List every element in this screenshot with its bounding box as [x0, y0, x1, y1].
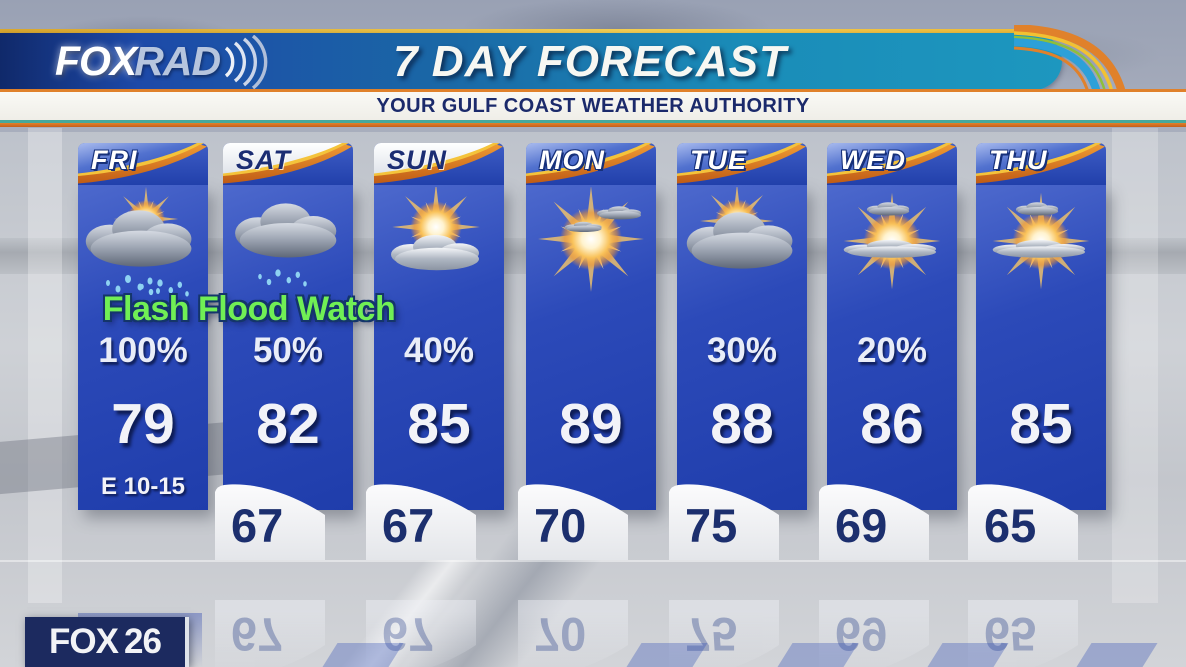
- foxrad-logo: FOX RAD: [55, 33, 274, 90]
- floor-line: [0, 560, 1186, 562]
- day-header: THU: [976, 143, 1106, 185]
- day-label: SAT: [236, 145, 291, 175]
- page-title: 7 DAY FORECAST: [393, 37, 787, 86]
- precip-chance: 40%: [403, 331, 475, 370]
- banner-gold-stripe: [0, 29, 1046, 34]
- rain-cloud-icon: [223, 187, 353, 305]
- day-label: WED: [840, 145, 906, 175]
- day-header-swoosh: [223, 143, 353, 185]
- foxrad-fox-text: FOX: [55, 38, 137, 84]
- low-panel-reflection: 67: [215, 600, 325, 667]
- partly-cloudy-icon: [374, 187, 504, 305]
- banner-teal-stripe: [0, 120, 1186, 123]
- day-header: SAT: [223, 143, 353, 185]
- day-header-swoosh: [677, 143, 807, 185]
- forecast-column-mon: MON 89 70: [526, 143, 656, 510]
- day-header-swoosh: [526, 143, 656, 185]
- radar-waves-icon: [224, 34, 268, 89]
- high-temp: 89: [559, 392, 623, 456]
- low-panel-reflection: 70: [518, 600, 628, 667]
- banner-subtitle: YOUR GULF COAST WEATHER AUTHORITY: [376, 94, 810, 117]
- precip-chance: 30%: [706, 331, 778, 370]
- high-temp: 85: [1009, 392, 1073, 456]
- forecast-column-wed: WED 20% 86 69: [827, 143, 957, 510]
- banner-orange-stripe-bottom: [0, 123, 1186, 127]
- high-temp: 88: [710, 392, 774, 456]
- day-header: SUN: [374, 143, 504, 185]
- day-header-swoosh: [374, 143, 504, 185]
- forecast-column-sat: SAT 50% 82 67: [223, 143, 353, 510]
- high-temp: 82: [256, 392, 320, 456]
- banner-end-swoosh: [1014, 25, 1128, 101]
- precip-chance: 50%: [252, 331, 324, 370]
- day-label: SUN: [387, 145, 448, 175]
- forecast-column-sun: SUN 40% 85 67: [374, 143, 504, 510]
- low-temp: 75: [685, 499, 738, 552]
- day-header: MON: [526, 143, 656, 185]
- sunny-icon: [526, 187, 656, 305]
- day-label: TUE: [690, 145, 747, 175]
- low-temp: 65: [984, 499, 1037, 552]
- day-header-swoosh: [78, 143, 208, 185]
- low-temp: 69: [835, 499, 888, 552]
- flash-flood-watch-alert: Flash Flood Watch: [102, 290, 396, 328]
- precip-chance: 20%: [856, 331, 928, 370]
- low-temp: 67: [382, 499, 435, 552]
- day-label: MON: [539, 145, 605, 175]
- day-header-swoosh: [827, 143, 957, 185]
- column-reflection-wedge: [1076, 643, 1158, 667]
- mostly-sunny-icon: [827, 187, 957, 305]
- fox26-station-logo: FOX 26: [25, 617, 189, 667]
- day-header: TUE: [677, 143, 807, 185]
- day-label: FRI: [91, 145, 138, 175]
- forecast-column-tue: TUE 30% 88 75: [677, 143, 807, 510]
- banner-orange-stripe: [0, 89, 1186, 92]
- mostly-sunny-icon: [976, 187, 1106, 305]
- high-temp: 86: [860, 392, 924, 456]
- mostly-cloudy-icon: [677, 187, 807, 305]
- fox26-number-text: 26: [124, 622, 162, 661]
- sun-storm-rain-icon: [78, 187, 208, 305]
- low-temp: 70: [534, 499, 587, 552]
- low-panel: 75: [669, 478, 779, 560]
- fox26-fox-text: FOX: [49, 622, 119, 661]
- day-label: THU: [989, 145, 1048, 175]
- day-header: FRI: [78, 143, 208, 185]
- banner-bar: [0, 33, 1062, 90]
- banner-subtitle-band: YOUR GULF COAST WEATHER AUTHORITY: [0, 92, 1186, 120]
- day-header: WED: [827, 143, 957, 185]
- background-stripe: [28, 128, 62, 603]
- day-header-swoosh: [976, 143, 1106, 185]
- high-temp: 79: [111, 392, 175, 456]
- low-temp: 67: [231, 499, 284, 552]
- high-temp: 85: [407, 392, 471, 456]
- forecast-column-fri: FRI 100% 79 E 10-15: [78, 143, 208, 510]
- foxrad-rad-text: RAD: [134, 38, 221, 84]
- precip-chance: 100%: [98, 331, 188, 370]
- forecast-column-thu: THU 85 65: [976, 143, 1106, 510]
- background-stripe: [1112, 128, 1158, 603]
- wind-speed: E 10-15: [100, 473, 186, 500]
